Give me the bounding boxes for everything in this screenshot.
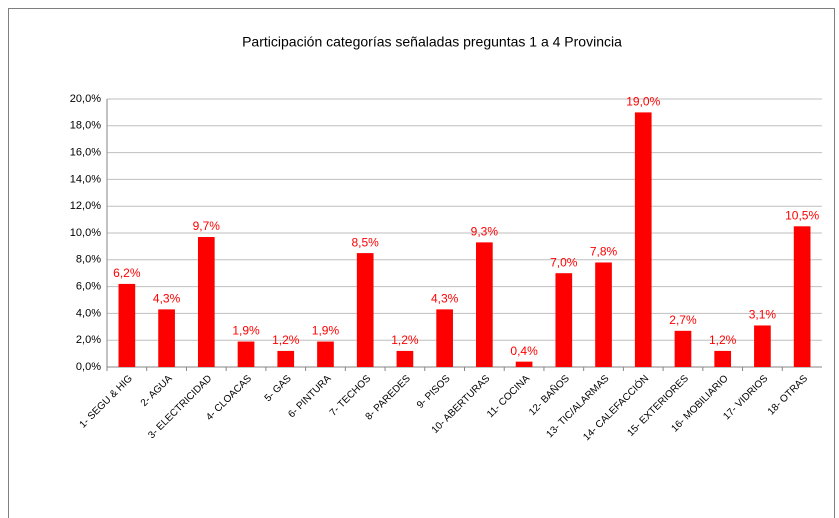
- y-tick-label: 16,0%: [70, 147, 101, 159]
- data-label: 1,2%: [272, 333, 300, 347]
- bar: [158, 309, 175, 367]
- y-tick-label: 4,0%: [76, 307, 101, 319]
- y-tick-label: 8,0%: [76, 254, 101, 266]
- bar: [515, 361, 533, 367]
- data-label: 0,4%: [510, 344, 538, 358]
- data-label: 1,2%: [391, 333, 419, 347]
- y-tick-label: 14,0%: [70, 173, 101, 185]
- chart-title: Participación categorías señaladas pregu…: [242, 34, 622, 50]
- bar: [555, 273, 573, 367]
- bar: [197, 237, 215, 367]
- bar: [634, 112, 652, 368]
- bar: [595, 262, 612, 367]
- bar: [356, 253, 374, 367]
- data-label: 1,9%: [232, 324, 260, 338]
- bar: [714, 350, 732, 367]
- bar: [118, 283, 136, 367]
- data-label: 1,2%: [709, 333, 737, 347]
- y-tick-label: 12,0%: [70, 200, 101, 212]
- data-label: 8,5%: [352, 235, 380, 249]
- data-label: 7,8%: [590, 245, 618, 259]
- bar: [436, 309, 453, 367]
- bar: [317, 341, 334, 367]
- data-label: 4,3%: [153, 292, 181, 306]
- data-label: 3,1%: [749, 308, 777, 322]
- bar: [793, 226, 811, 367]
- bar: [396, 350, 414, 367]
- data-label: 10,5%: [785, 208, 819, 222]
- bar: [674, 330, 692, 367]
- data-label: 2,7%: [669, 313, 697, 327]
- y-tick-label: 2,0%: [76, 334, 101, 346]
- y-tick-label: 20,0%: [70, 93, 101, 105]
- y-tick-label: 6,0%: [76, 281, 101, 293]
- data-label: 9,7%: [193, 219, 221, 233]
- y-tick-label: 18,0%: [70, 120, 101, 132]
- chart-border: [8, 8, 835, 518]
- bar: [237, 341, 255, 367]
- data-label: 9,3%: [471, 225, 499, 239]
- data-label: 1,9%: [312, 324, 340, 338]
- bar: [277, 350, 295, 367]
- data-label: 4,3%: [431, 292, 459, 306]
- bar: [754, 325, 771, 367]
- y-tick-label: 10,0%: [70, 227, 101, 239]
- y-tick-label: 0,0%: [76, 361, 101, 373]
- bar: [476, 242, 493, 367]
- data-label: 6,2%: [113, 266, 141, 280]
- data-label: 7,0%: [550, 255, 578, 269]
- data-label: 19,0%: [626, 95, 660, 109]
